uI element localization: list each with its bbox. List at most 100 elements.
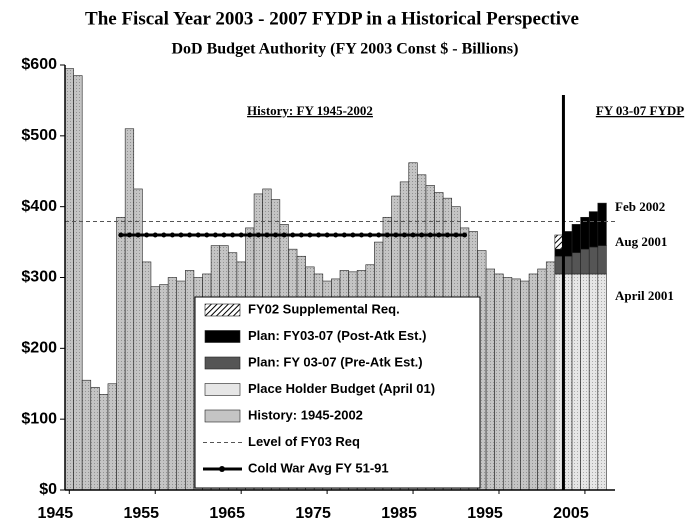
average-marker (118, 232, 124, 238)
average-marker (444, 232, 450, 238)
bar-texture (546, 261, 555, 490)
legend-label: History: 1945-2002 (248, 407, 363, 422)
average-marker (273, 232, 279, 238)
bar-texture (520, 281, 530, 490)
average-marker (161, 232, 167, 238)
bar-texture (176, 281, 186, 490)
bar-texture (486, 269, 495, 490)
chart-title: The Fiscal Year 2003 - 2007 FYDP in a Hi… (85, 8, 579, 29)
legend-label: Plan: FY 03-07 (Pre-Atk Est.) (248, 354, 423, 369)
bar-texture (572, 273, 581, 490)
average-marker (410, 232, 416, 238)
average-marker (152, 232, 158, 238)
legend-marker (219, 466, 225, 472)
average-marker (195, 232, 201, 238)
legend-swatch (204, 356, 241, 370)
x-tick-label: 1985 (381, 505, 417, 522)
bar-texture (563, 273, 573, 490)
legend-label: Cold War Avg FY 51-91 (248, 460, 389, 475)
average-marker (204, 232, 210, 238)
average-marker (427, 232, 433, 238)
bar (580, 248, 590, 275)
y-tick-label: $0 (39, 481, 57, 498)
legend-label: Plan: FY03-07 (Post-Atk Est.) (248, 328, 426, 343)
bar-texture (529, 273, 538, 490)
annotation: Aug 2001 (615, 234, 667, 249)
x-tick-label: 1945 (38, 505, 74, 522)
average-marker (298, 232, 304, 238)
bar-texture (554, 273, 564, 490)
bar (588, 246, 599, 275)
bar-texture (150, 286, 160, 490)
x-tick-label: 2005 (553, 505, 589, 522)
average-marker (144, 232, 150, 238)
average-marker (358, 232, 364, 238)
legend-label: FY02 Supplemental Req. (248, 301, 400, 316)
bar (571, 224, 581, 254)
annotation: History: FY 1945-2002 (247, 103, 373, 118)
bar-texture (597, 273, 607, 490)
average-marker (169, 232, 175, 238)
bar-texture (159, 284, 169, 490)
average-marker (221, 232, 227, 238)
legend-label: Level of FY03 Req (248, 434, 360, 449)
average-marker (178, 232, 184, 238)
average-marker (436, 232, 442, 238)
average-marker (376, 232, 382, 238)
legend-swatch (204, 383, 241, 396)
legend-label: Place Holder Budget (April 01) (248, 381, 435, 396)
bar-texture (116, 217, 126, 490)
average-marker (316, 232, 322, 238)
average-marker (281, 232, 287, 238)
average-marker (333, 232, 339, 238)
average-marker (307, 232, 313, 238)
average-marker (212, 232, 218, 238)
bar-texture (168, 277, 177, 490)
average-marker (384, 232, 390, 238)
bar-texture (580, 273, 590, 490)
x-tick-label: 1995 (467, 505, 503, 522)
average-marker (453, 232, 459, 238)
y-tick-label: $200 (21, 340, 57, 357)
bar-texture (511, 278, 521, 490)
bar (580, 216, 590, 250)
y-tick-label: $100 (21, 410, 57, 427)
annotation: April 2001 (615, 288, 674, 303)
bar-texture (90, 387, 100, 490)
annotation: Feb 2002 (615, 199, 665, 214)
bar-texture (99, 394, 108, 490)
legend-swatch (204, 303, 241, 317)
bar-texture (494, 273, 504, 490)
chart-subtitle: DoD Budget Authority (FY 2003 Const $ - … (172, 41, 519, 58)
average-marker (264, 232, 270, 238)
x-tick-label: 1955 (123, 505, 159, 522)
bar-texture (73, 75, 83, 490)
y-tick-label: $300 (21, 269, 57, 286)
annotation: FY 03-07 FYDP (596, 103, 684, 118)
average-marker (238, 232, 244, 238)
average-marker (350, 232, 356, 238)
y-tick-label: $400 (21, 198, 57, 215)
bar-texture (125, 128, 134, 490)
legend-swatch (204, 330, 241, 343)
average-marker (324, 232, 330, 238)
x-tick-label: 1975 (295, 505, 331, 522)
legend-box (194, 296, 481, 489)
average-marker (126, 232, 132, 238)
average-marker (230, 232, 236, 238)
average-marker (462, 232, 468, 238)
average-marker (187, 232, 193, 238)
bar-texture (503, 277, 512, 490)
bar-texture (82, 380, 91, 490)
bar-texture (65, 68, 74, 491)
bar-texture (537, 269, 547, 490)
bar (588, 211, 599, 248)
bar-texture (142, 261, 151, 490)
average-marker (393, 232, 399, 238)
legend-swatch (204, 409, 241, 423)
average-marker (419, 232, 425, 238)
bar-texture (185, 270, 194, 490)
average-marker (247, 232, 253, 238)
x-tick-label: 1965 (209, 505, 245, 522)
